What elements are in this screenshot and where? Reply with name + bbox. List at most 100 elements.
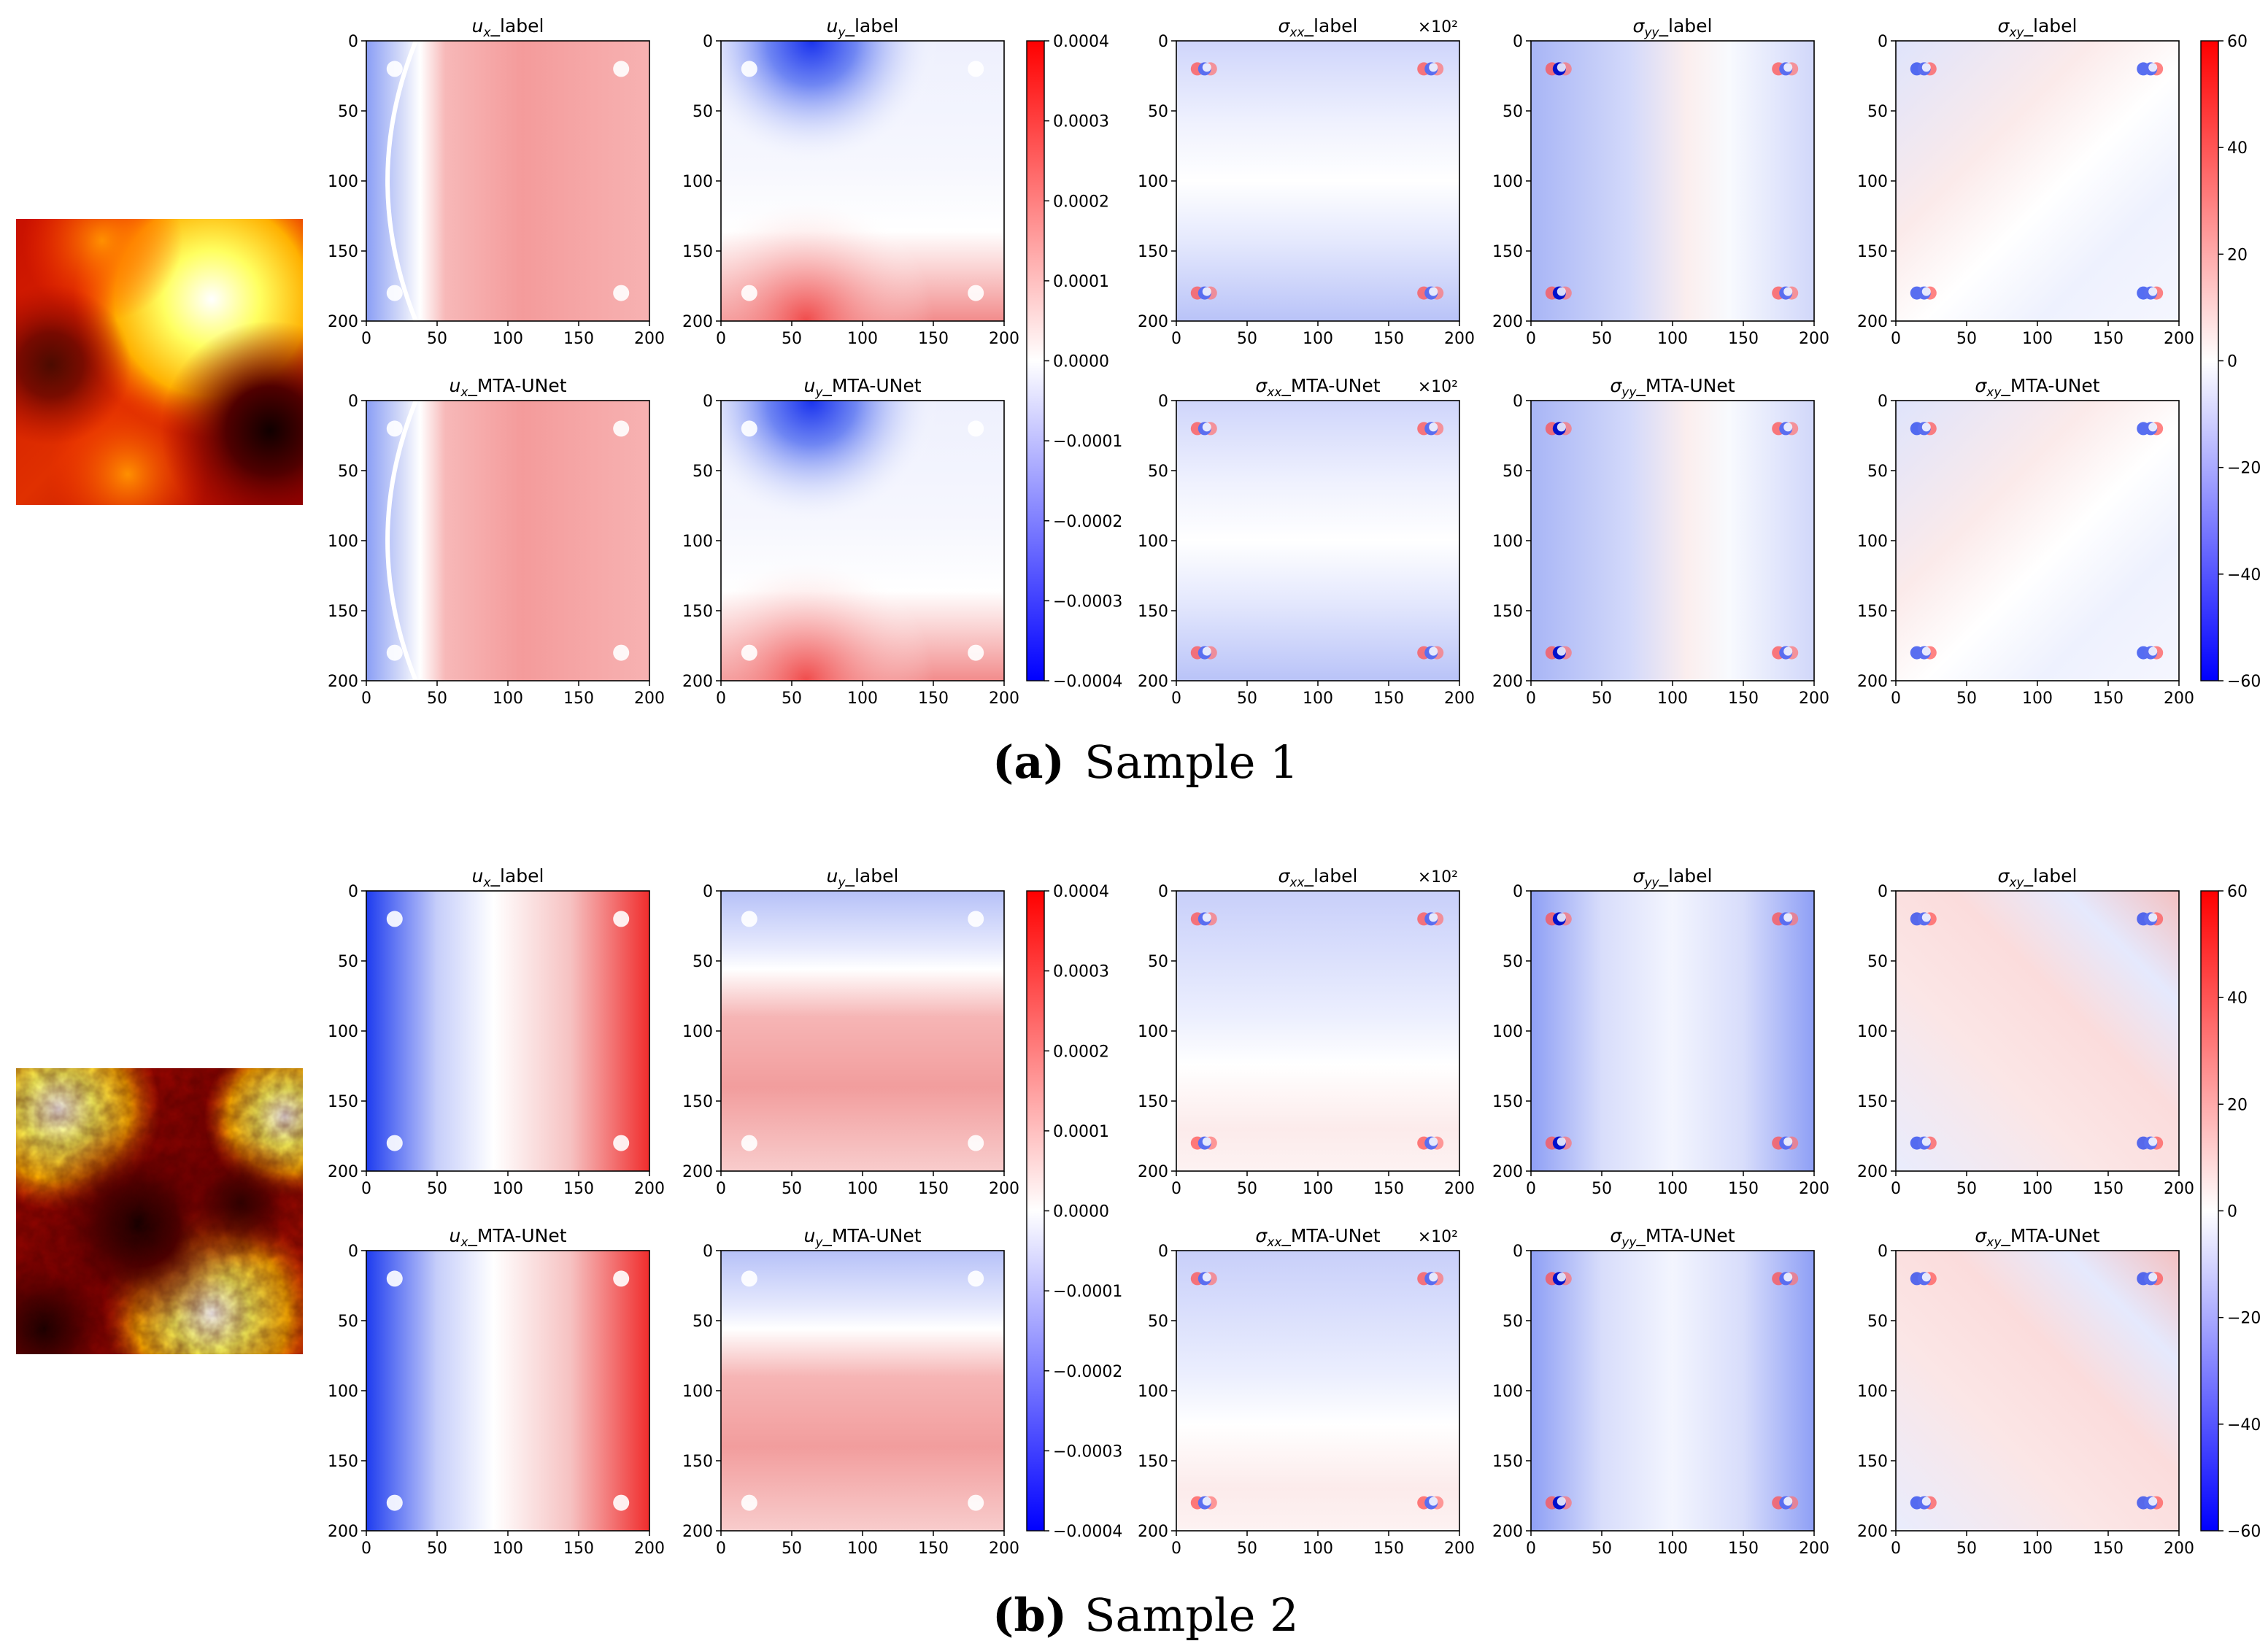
- y-tick-label: 50: [338, 1313, 358, 1331]
- zero-contour: [385, 401, 418, 681]
- panel-title: σxy_MTA-UNet: [1975, 375, 2099, 400]
- y-tick-label: 150: [1857, 603, 1888, 621]
- x-tick-label: 150: [1728, 1180, 1759, 1198]
- panel-s1-ux-pred: 0 0 50 50 100 100 150 150 200 200 ux_MTA-UNet: [328, 375, 665, 708]
- hole: [613, 1494, 630, 1511]
- y-tick-label: 50: [1503, 463, 1523, 481]
- x-tick-label: 50: [1592, 330, 1612, 348]
- colorbar-tick-label: −60: [2227, 673, 2261, 691]
- colorbar-tick-label: −20: [2227, 460, 2261, 478]
- heatmap-body: [1896, 401, 2179, 681]
- x-tick-label: 200: [989, 1180, 1019, 1198]
- field-fill: [1896, 41, 2179, 321]
- colorbar-tick-label: −20: [2227, 1310, 2261, 1328]
- y-tick-label: 200: [682, 1163, 713, 1181]
- hole: [1202, 913, 1211, 922]
- x-tick-label: 50: [782, 330, 802, 348]
- panel-title: ux_label: [472, 15, 544, 40]
- panel-s2-syy-pred: 0 0 50 50 100 100 150 150 200 200 σyy_MTA-UNet: [1492, 1225, 1829, 1558]
- y-tick-label: 100: [682, 1383, 713, 1401]
- y-tick-label: 0: [348, 33, 358, 51]
- zero-contour: [385, 41, 418, 321]
- y-tick-label: 0: [1513, 33, 1523, 51]
- y-tick-label: 50: [1867, 953, 1888, 971]
- hole: [1429, 287, 1438, 296]
- x-tick-label: 200: [1799, 1180, 1829, 1198]
- field-fill: [1531, 41, 1814, 321]
- y-tick-label: 0: [348, 393, 358, 411]
- x-tick-label: 100: [1657, 1180, 1688, 1198]
- caption-a-letter: (a): [992, 735, 1065, 789]
- hole: [968, 420, 984, 437]
- hole: [1429, 1273, 1438, 1282]
- y-tick-label: 50: [1503, 1313, 1523, 1331]
- panel-s1-sxy-label: 0 0 50 50 100 100 150 150 200 200 σxy_label: [1857, 15, 2194, 348]
- colorbar-tick-label: −0.0002: [1053, 1363, 1122, 1381]
- colorbar-displacement-s2: 0.0004 0.0003 0.0002 0.0001 0.0000 −0.0001 −0.…: [1026, 883, 1122, 1541]
- x-tick-label: 150: [2093, 1180, 2124, 1198]
- x-tick-label: 50: [1237, 1180, 1257, 1198]
- x-tick-label: 200: [634, 1540, 665, 1558]
- y-tick-label: 0: [1513, 883, 1523, 901]
- x-tick-label: 100: [493, 1540, 523, 1558]
- hole: [968, 1135, 984, 1151]
- heatmap-body: [1176, 401, 1459, 681]
- colorbar-stress-s2: 60 40 20 0 −20 −40 −60: [2200, 883, 2261, 1541]
- y-tick-label: 200: [1492, 313, 1523, 331]
- hole: [613, 1135, 630, 1151]
- y-tick-label: 100: [1492, 533, 1523, 551]
- y-tick-label: 200: [328, 1163, 358, 1181]
- colorbar-tick-label: −40: [2227, 1416, 2261, 1434]
- hole: [2148, 287, 2158, 296]
- y-tick-label: 200: [1857, 1523, 1888, 1541]
- panel-s1-sxx-label: 0 0 50 50 100 100 150 150 200 200 σxx_label ×10²: [1138, 15, 1475, 348]
- hole: [386, 420, 403, 437]
- y-tick-label: 150: [682, 243, 713, 261]
- hole: [1202, 287, 1211, 296]
- field-fill: [1896, 401, 2179, 681]
- hole: [741, 61, 757, 77]
- x-tick-label: 100: [2022, 1540, 2053, 1558]
- hole: [1921, 287, 1931, 296]
- x-tick-label: 100: [2022, 690, 2053, 708]
- colorbar-tick-label: 40: [2227, 139, 2248, 158]
- y-tick-label: 0: [1158, 393, 1168, 411]
- hole: [386, 285, 403, 301]
- hole: [386, 1135, 403, 1151]
- hole: [2148, 63, 2158, 72]
- hole: [741, 285, 757, 301]
- heatmap-body: [721, 1251, 1004, 1531]
- y-tick-label: 200: [1138, 1523, 1168, 1541]
- hole: [1783, 287, 1793, 296]
- hole: [2148, 1137, 2158, 1146]
- colorbar-tick-label: −0.0003: [1053, 1443, 1122, 1461]
- x-tick-label: 50: [427, 690, 447, 708]
- hole: [741, 911, 757, 927]
- x-tick-label: 0: [716, 1540, 726, 1558]
- x-tick-label: 200: [1799, 1540, 1829, 1558]
- colorbar-tick-label: 0.0000: [1053, 1203, 1109, 1221]
- y-tick-label: 200: [682, 673, 713, 691]
- x-tick-label: 150: [918, 330, 949, 348]
- x-tick-label: 50: [1237, 690, 1257, 708]
- panel-s2-uy-pred: 0 0 50 50 100 100 150 150 200 200 uy_MTA-UNet: [682, 1225, 1019, 1558]
- y-tick-label: 100: [1492, 173, 1523, 191]
- colorbar-tick-label: −0.0004: [1053, 1523, 1122, 1541]
- heatmap-body: [1896, 1251, 2179, 1531]
- hole: [1783, 646, 1793, 656]
- y-tick-label: 150: [1138, 243, 1168, 261]
- hole: [741, 1494, 757, 1511]
- panel-title: σyy_label: [1633, 15, 1713, 40]
- x-tick-label: 150: [918, 690, 949, 708]
- colorbar-displacement-s1: 0.0004 0.0003 0.0002 0.0001 0.0000 −0.0001 −0.…: [1026, 33, 1122, 691]
- field-fill: [1896, 891, 2179, 1171]
- colorbar-tick-label: 0: [2227, 353, 2237, 371]
- hole: [613, 61, 630, 77]
- y-tick-label: 50: [338, 953, 358, 971]
- x-tick-label: 150: [2093, 1540, 2124, 1558]
- hole: [1557, 287, 1566, 296]
- input-field-sample-2: [16, 1068, 303, 1354]
- x-tick-label: 100: [493, 330, 523, 348]
- hole: [968, 644, 984, 661]
- heatmap-body: [721, 891, 1004, 1171]
